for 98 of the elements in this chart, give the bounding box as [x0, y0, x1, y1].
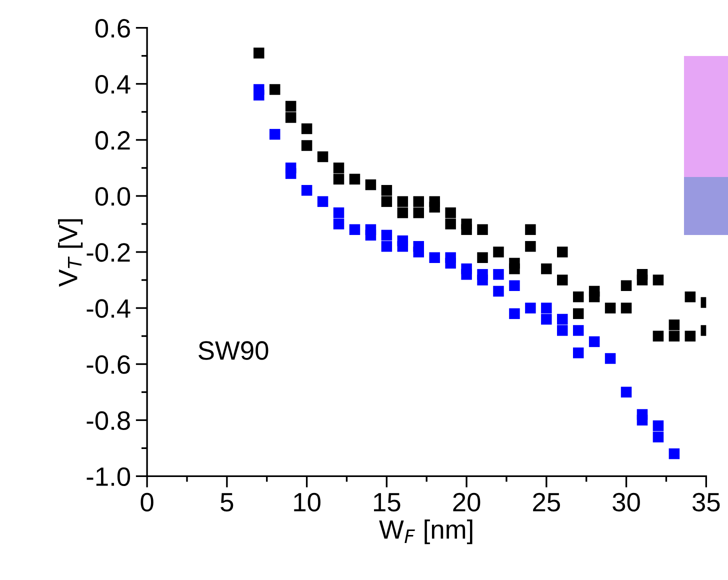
point — [365, 230, 376, 241]
point — [381, 196, 392, 207]
point — [668, 448, 680, 460]
point — [572, 325, 584, 336]
point — [445, 258, 456, 269]
point — [652, 432, 664, 442]
point — [461, 269, 472, 280]
point — [493, 246, 504, 258]
x-tick-label: 10 — [294, 492, 320, 512]
point — [477, 252, 488, 263]
point — [525, 241, 536, 252]
point — [285, 112, 296, 123]
point — [509, 308, 520, 320]
point — [604, 353, 616, 364]
point — [620, 386, 632, 398]
x-tick-label: 15 — [374, 493, 400, 512]
point — [525, 302, 536, 314]
point — [413, 207, 424, 218]
x-tick-label: 0 — [140, 492, 154, 512]
point — [684, 291, 696, 302]
point — [572, 348, 584, 358]
point — [557, 314, 568, 325]
point — [652, 330, 664, 342]
point — [572, 308, 584, 320]
point — [349, 224, 360, 235]
point — [620, 280, 632, 292]
x-tick-label: 5 — [220, 493, 234, 512]
point — [445, 218, 456, 230]
point — [285, 100, 296, 112]
point — [652, 274, 664, 286]
point — [557, 246, 568, 258]
point — [333, 218, 344, 230]
point — [509, 263, 520, 274]
x-tick-label: 25 — [533, 492, 560, 512]
point — [381, 241, 392, 252]
point — [541, 263, 552, 274]
point — [525, 224, 536, 235]
x-tick-label: 30 — [612, 492, 640, 512]
y-tick-label: -0.8 — [86, 411, 130, 430]
x-axis-title: W$_{F}$ [nm] — [379, 520, 472, 544]
point — [269, 84, 280, 95]
y-axis-title: V$_{T}$ [V] — [58, 219, 83, 287]
point — [461, 224, 472, 235]
point — [269, 128, 280, 140]
point — [253, 48, 264, 58]
point — [333, 162, 344, 174]
point — [301, 140, 312, 151]
point — [636, 414, 648, 426]
point — [477, 274, 488, 286]
point — [588, 291, 600, 302]
point — [684, 330, 696, 342]
point — [493, 269, 504, 280]
point — [588, 336, 600, 348]
point — [636, 274, 648, 286]
y-tick-label: 0.0 — [95, 187, 130, 206]
point — [397, 196, 408, 207]
y-tick-label: -0.2 — [86, 243, 130, 262]
point — [397, 207, 408, 218]
point — [620, 302, 632, 314]
text: -1.0 — [86, 467, 130, 486]
point — [317, 196, 328, 207]
point — [333, 174, 344, 185]
point — [381, 184, 392, 196]
x-tick-label: 20 — [453, 492, 480, 512]
point — [349, 174, 360, 185]
point — [397, 241, 408, 252]
point — [429, 252, 440, 263]
point — [604, 302, 616, 314]
point — [413, 196, 424, 207]
point — [668, 330, 680, 342]
point — [557, 325, 568, 336]
y-tick-label: -0.6 — [86, 355, 130, 374]
point — [668, 319, 680, 330]
point — [493, 286, 504, 297]
point — [445, 207, 456, 218]
point — [381, 230, 392, 241]
point — [301, 123, 312, 134]
point — [253, 90, 264, 100]
annotation: SW90 — [198, 341, 268, 360]
point — [557, 274, 568, 286]
point — [365, 179, 376, 190]
y-tick-label: 0.2 — [95, 131, 130, 150]
x-tick-label: 35 — [692, 492, 720, 512]
point — [541, 314, 552, 325]
point — [429, 202, 440, 213]
point — [652, 420, 664, 432]
point — [317, 151, 328, 162]
point — [509, 280, 520, 292]
point — [477, 224, 488, 235]
y-tick-label: 0.4 — [95, 75, 130, 94]
point — [572, 291, 584, 302]
point — [413, 246, 424, 258]
point — [301, 184, 312, 196]
point — [285, 168, 296, 179]
y-tick-label: -0.4 — [86, 299, 130, 318]
point — [333, 207, 344, 218]
point — [541, 302, 552, 314]
y-tick-label: 0.6 — [95, 18, 130, 38]
